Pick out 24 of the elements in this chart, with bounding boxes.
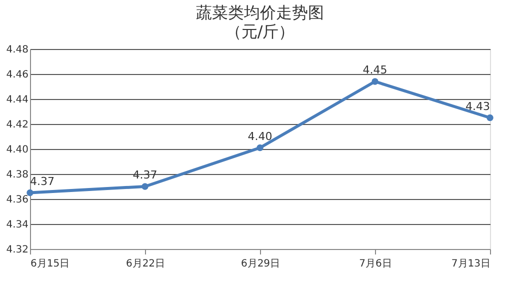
chart-subtitle: （元/斤） <box>225 22 295 41</box>
x-tick-label: 6月29日 <box>240 258 280 270</box>
chart-title: 蔬菜类均价走势图 <box>196 3 324 22</box>
x-tick-label: 6月22日 <box>126 258 166 270</box>
y-tick-label: 4.32 <box>6 244 28 256</box>
point <box>26 189 34 196</box>
y-tick-label: 4.44 <box>6 94 28 106</box>
y-tick-label: 4.42 <box>6 120 28 130</box>
y-tick-label: 4.38 <box>6 170 28 180</box>
point <box>256 144 264 152</box>
x-tick-label: 7月6日 <box>359 258 392 270</box>
point <box>142 183 148 190</box>
point <box>486 114 494 122</box>
x-tick-label: 7月13日 <box>451 258 490 270</box>
y-tick-label: 4.48 <box>6 44 28 56</box>
y-tick-label: 4.36 <box>6 194 28 206</box>
point <box>372 78 378 85</box>
data-label: 4.40 <box>248 130 272 143</box>
data-label: 4.43 <box>466 100 490 113</box>
y-tick-label: 4.34 <box>6 220 28 230</box>
y-tick-label: 4.40 <box>6 144 28 156</box>
x-tick-label: 6月15日 <box>30 258 70 270</box>
data-label: 4.45 <box>362 64 388 76</box>
y-tick-label: 4.46 <box>6 70 28 80</box>
